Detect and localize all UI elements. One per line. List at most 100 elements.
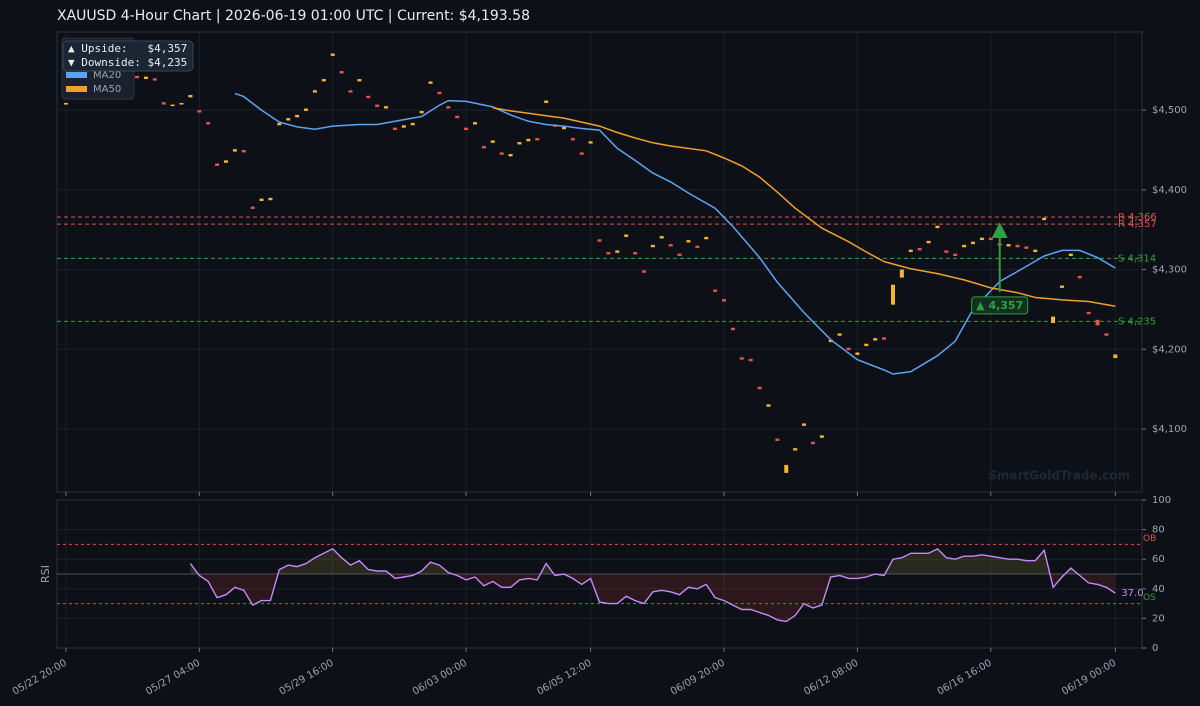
candle xyxy=(908,249,913,253)
candle xyxy=(223,160,228,163)
candle xyxy=(979,237,984,241)
candle xyxy=(161,102,166,105)
candle xyxy=(1033,249,1038,253)
candle xyxy=(455,115,460,119)
candle xyxy=(472,122,477,125)
candle xyxy=(375,104,380,107)
candle xyxy=(179,102,184,105)
candle xyxy=(286,118,291,121)
candle xyxy=(695,245,700,249)
candle xyxy=(357,79,362,82)
y-tick-label: 80 xyxy=(1152,525,1165,536)
candle xyxy=(321,79,326,82)
candle xyxy=(241,149,246,153)
candle xyxy=(775,438,780,441)
ma-line xyxy=(492,106,1116,307)
candle xyxy=(508,153,513,157)
level-label: S 4,235 xyxy=(1118,316,1156,327)
candle xyxy=(570,138,575,141)
candle xyxy=(873,338,878,341)
candle xyxy=(766,404,771,407)
y-tick-label: $4,300 xyxy=(1152,265,1187,276)
candle xyxy=(615,250,620,253)
candle xyxy=(677,253,682,257)
candle xyxy=(633,252,638,255)
y-tick-label: 100 xyxy=(1152,495,1171,506)
candle xyxy=(544,100,549,103)
y-tick-label: 20 xyxy=(1152,613,1165,624)
y-tick-label: $4,400 xyxy=(1152,185,1187,196)
candle xyxy=(828,339,833,343)
legend-label: MA50 xyxy=(93,84,121,95)
info-box xyxy=(62,40,194,72)
candle xyxy=(215,163,220,166)
candle xyxy=(846,347,851,351)
candle xyxy=(588,141,593,144)
candle xyxy=(1051,316,1056,323)
candle xyxy=(206,122,211,125)
rsi-current-label: 37.0 xyxy=(1121,588,1143,599)
legend-swatch xyxy=(66,72,87,78)
candle xyxy=(499,152,504,155)
candle xyxy=(971,241,976,245)
candle xyxy=(1015,244,1020,248)
candle xyxy=(170,104,175,107)
candle xyxy=(197,110,202,113)
candle xyxy=(855,352,860,355)
ma-line xyxy=(234,92,1116,375)
candle xyxy=(793,448,798,451)
y-tick-label: $4,500 xyxy=(1152,105,1187,116)
candle xyxy=(135,75,140,79)
candle xyxy=(953,253,958,257)
candle xyxy=(517,142,522,145)
candle xyxy=(259,198,264,202)
candle xyxy=(535,138,540,141)
candle xyxy=(63,102,68,105)
candle xyxy=(392,127,397,131)
candle xyxy=(624,234,629,237)
level-label: R 4,357 xyxy=(1118,219,1157,230)
candle xyxy=(935,225,940,229)
level-label: S 4,314 xyxy=(1118,253,1156,264)
candle xyxy=(428,81,433,84)
candle xyxy=(232,149,237,152)
candle xyxy=(757,386,762,390)
candle xyxy=(1006,244,1011,247)
legend-label: MA20 xyxy=(93,70,121,81)
info-line: ▲ Upside: $4,357 xyxy=(68,42,187,55)
candle xyxy=(1104,333,1109,336)
candle xyxy=(410,122,415,126)
y-tick-label: 0 xyxy=(1152,643,1158,654)
candle xyxy=(579,152,584,155)
candle xyxy=(1024,246,1029,249)
candle xyxy=(188,94,193,98)
y-axis-label: RSI xyxy=(39,565,52,583)
candle xyxy=(250,206,255,209)
candle xyxy=(606,252,611,255)
candle xyxy=(917,248,922,251)
candle xyxy=(686,240,691,243)
os-line-label: OS xyxy=(1143,593,1156,603)
candle xyxy=(1059,285,1064,288)
candle xyxy=(268,197,273,201)
legend-swatch xyxy=(66,86,87,92)
candle xyxy=(143,76,148,80)
candle xyxy=(659,236,664,239)
candle xyxy=(446,106,451,109)
level-label: R 4,366 xyxy=(1118,212,1157,223)
candle xyxy=(668,244,673,247)
y-tick-label: 60 xyxy=(1152,554,1165,565)
candle xyxy=(597,239,602,242)
candle xyxy=(490,140,495,143)
candle xyxy=(739,357,744,360)
price-panel xyxy=(56,31,1143,493)
candle xyxy=(962,244,967,248)
candle xyxy=(926,240,931,244)
candle xyxy=(890,284,895,305)
candle xyxy=(988,237,993,241)
candle xyxy=(339,71,344,74)
candle xyxy=(312,90,317,93)
candle xyxy=(899,269,904,278)
candle xyxy=(730,327,735,331)
